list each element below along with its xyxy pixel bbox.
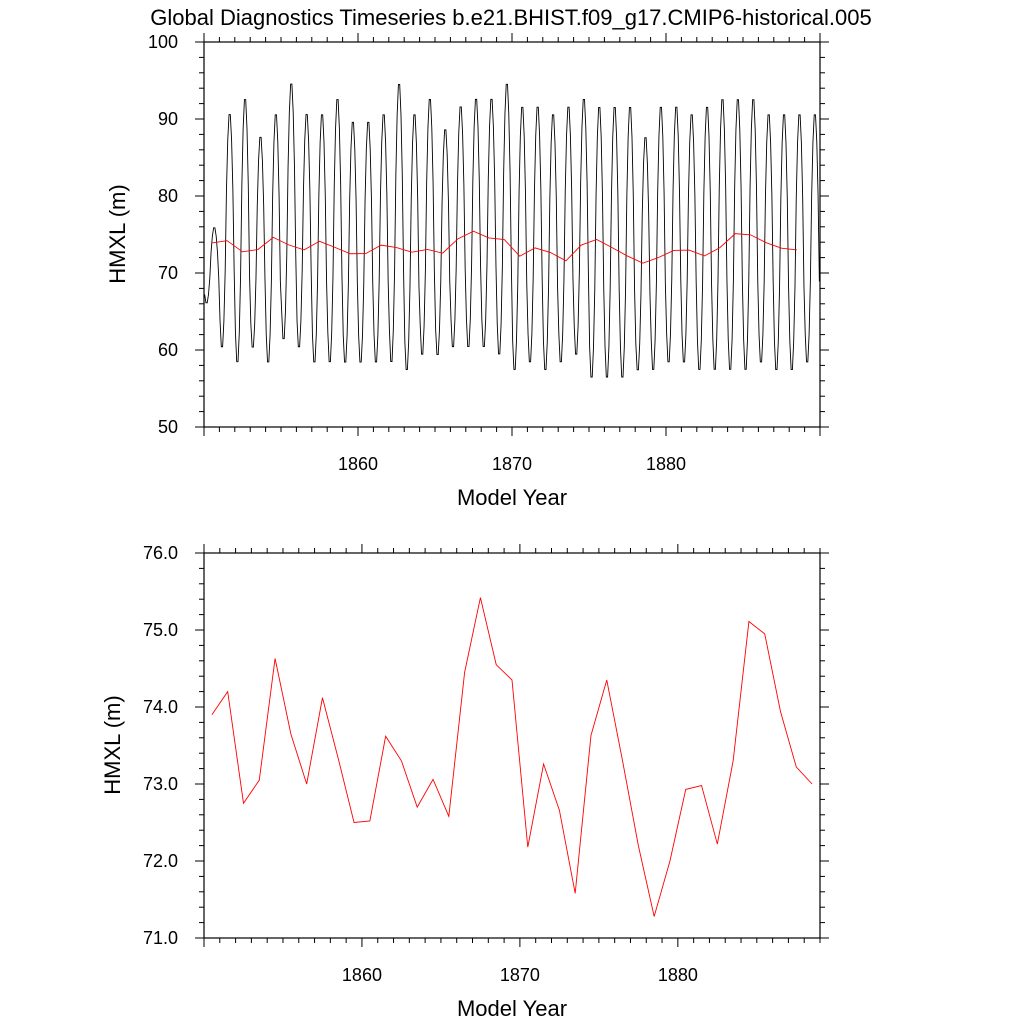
x-tick-label: 1870 xyxy=(492,454,532,474)
y-tick-label: 71.0 xyxy=(143,928,178,948)
top-panel: 50 60 70 80 90 100 1860 1870 1880 Model Year HM… xyxy=(105,32,829,510)
top-ytick-labels: 50 60 70 80 90 100 xyxy=(148,32,178,437)
top-xlabel: Model Year xyxy=(457,485,567,510)
bottom-xlabel: Model Year xyxy=(457,996,567,1021)
y-tick-label: 74.0 xyxy=(143,697,178,717)
top-xtick-labels: 1860 1870 1880 xyxy=(338,454,686,474)
bottom-ytick-labels: 71.0 72.0 73.0 74.0 75.0 76.0 xyxy=(143,543,178,948)
top-ticks xyxy=(195,33,829,436)
top-plot-frame xyxy=(203,41,821,428)
bottom-panel: 71.0 72.0 73.0 74.0 75.0 76.0 1860 1870 1880 Mo… xyxy=(100,543,829,1021)
bottom-ylabel: HMXL (m) xyxy=(100,695,125,794)
y-tick-label: 75.0 xyxy=(143,620,178,640)
series-line-monthly xyxy=(204,83,820,378)
y-tick-label: 80 xyxy=(158,186,178,206)
x-tick-label: 1860 xyxy=(342,965,382,985)
y-tick-label: 73.0 xyxy=(143,774,178,794)
top-ylabel: HMXL (m) xyxy=(105,184,130,283)
x-tick-label: 1880 xyxy=(658,965,698,985)
y-tick-label: 90 xyxy=(158,109,178,129)
bottom-plot-frame xyxy=(203,552,821,939)
y-tick-label: 70 xyxy=(158,263,178,283)
bottom-series xyxy=(211,597,813,917)
bottom-ticks xyxy=(195,544,829,947)
x-tick-label: 1880 xyxy=(646,454,686,474)
bottom-xtick-labels: 1860 1870 1880 xyxy=(342,965,698,985)
x-tick-label: 1870 xyxy=(500,965,540,985)
y-tick-label: 60 xyxy=(158,340,178,360)
figure-title: Global Diagnostics Timeseries b.e21.BHIS… xyxy=(150,5,871,30)
series-line-annual-mean xyxy=(211,597,813,917)
y-tick-label: 50 xyxy=(158,417,178,437)
series-line-annual-mean xyxy=(211,230,797,264)
y-tick-label: 76.0 xyxy=(143,543,178,563)
y-tick-label: 72.0 xyxy=(143,851,178,871)
top-series xyxy=(204,83,820,378)
y-tick-label: 100 xyxy=(148,32,178,52)
x-tick-label: 1860 xyxy=(338,454,378,474)
